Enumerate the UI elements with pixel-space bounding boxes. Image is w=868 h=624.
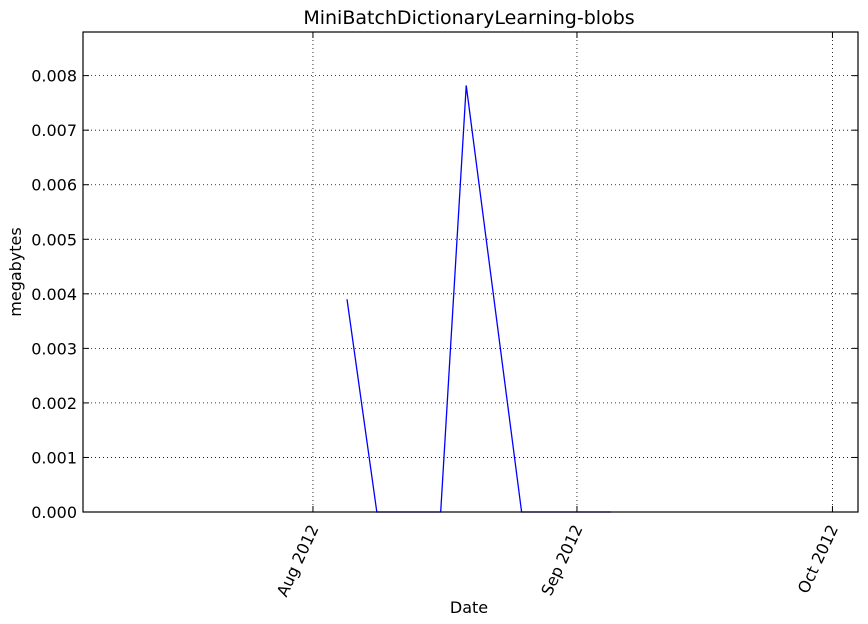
y-tick-label-3: 0.003 [31, 339, 77, 358]
y-tick-label-7: 0.007 [31, 121, 77, 140]
y-tick-label-1: 0.001 [31, 448, 77, 467]
y-tick-labels: 0.000 0.001 0.002 0.003 0.004 0.005 0.006 0.007… [31, 67, 77, 522]
chart-title: MiniBatchDictionaryLearning-blobs [303, 7, 634, 29]
x-axis-label: Date [450, 598, 488, 617]
x-tick-label-0: Aug 2012 [273, 522, 323, 600]
x-tick-label-1: Sep 2012 [537, 522, 586, 599]
x-tick-label-2: Oct 2012 [794, 522, 842, 597]
y-tick-label-6: 0.006 [31, 176, 77, 195]
tick-marks [83, 32, 858, 513]
y-tick-label-8: 0.008 [31, 67, 77, 86]
y-tick-label-5: 0.005 [31, 230, 77, 249]
y-axis-label: megabytes [6, 227, 25, 316]
y-tick-label-4: 0.004 [31, 285, 77, 304]
x-tick-labels: Aug 2012 Sep 2012 Oct 2012 [273, 522, 842, 600]
plot-frame [82, 31, 859, 513]
y-tick-label-2: 0.002 [31, 394, 77, 413]
y-tick-label-0: 0.000 [31, 503, 77, 522]
plot-area [83, 32, 858, 512]
grid-lines [83, 32, 858, 512]
